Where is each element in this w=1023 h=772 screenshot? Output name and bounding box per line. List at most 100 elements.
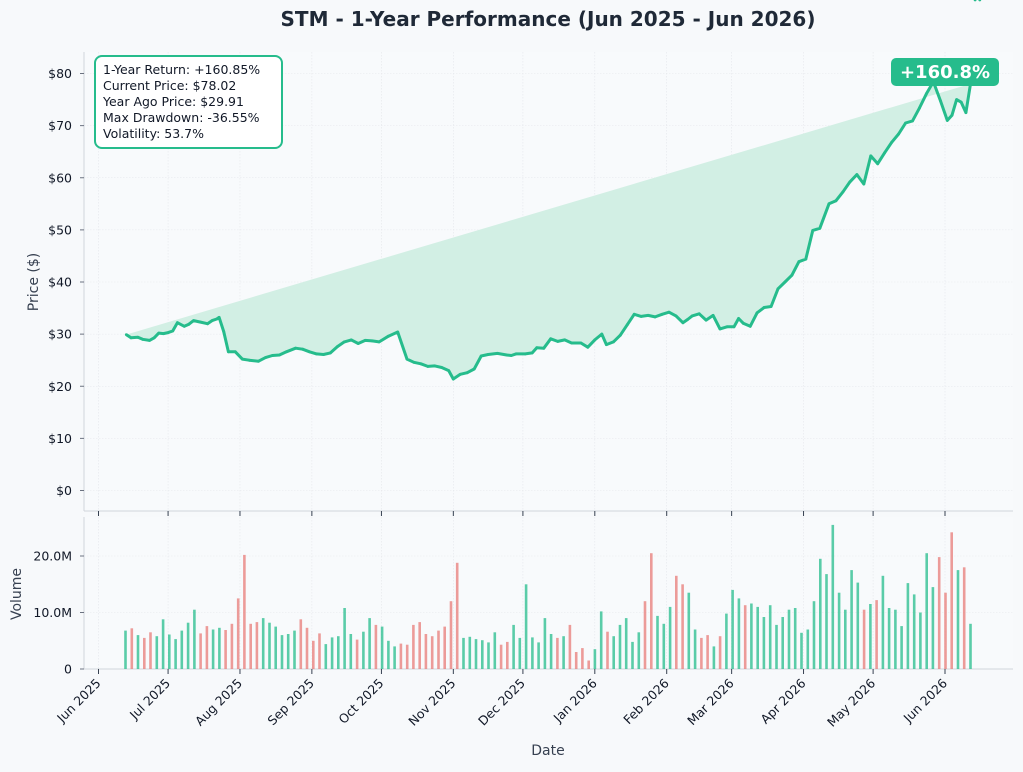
volume-bar (230, 623, 234, 669)
volume-bar (962, 567, 966, 669)
volume-bar (750, 603, 753, 669)
volume-bar (793, 608, 797, 669)
volume-bar (606, 631, 609, 669)
volume-bar (437, 630, 440, 669)
price-point (171, 329, 175, 333)
price-point (848, 180, 852, 184)
volume-bar (387, 640, 390, 670)
price-point (918, 106, 921, 110)
volume-bar (562, 636, 565, 669)
price-point (342, 340, 346, 344)
volume-bar (268, 622, 271, 669)
volume-bar (650, 553, 653, 669)
volume-bar (462, 637, 465, 669)
price-point (869, 154, 873, 158)
price-point (264, 356, 267, 359)
volume-bar (143, 637, 146, 669)
volume-bar (912, 594, 916, 669)
volume-bar (675, 575, 678, 669)
price-point (451, 377, 455, 381)
volume-bar (124, 630, 127, 669)
volume-y-tick-label: 10.0M (33, 605, 72, 620)
volume-bar (324, 644, 328, 669)
price-point (486, 353, 490, 356)
price-point (737, 317, 740, 320)
price-point (862, 182, 866, 186)
volume-bar (418, 622, 421, 669)
volume-bar (362, 631, 365, 669)
volume-bar (681, 584, 684, 670)
price-point (681, 321, 685, 325)
price-point (618, 333, 622, 337)
volume-bar (243, 554, 246, 669)
chart-title: STM - 1-Year Performance (Jun 2025 - Jun… (281, 7, 816, 31)
price-point (157, 331, 161, 335)
volume-bar (249, 623, 252, 669)
volume-y-ticks: 0 10.0M 20.0M (33, 549, 84, 677)
volume-bar (812, 601, 816, 669)
price-point (523, 352, 527, 356)
volume-bars (124, 524, 972, 670)
price-point (426, 365, 430, 368)
volume-bar (700, 637, 703, 669)
price-point (405, 357, 409, 361)
volume-bar (712, 646, 716, 669)
price-point (308, 350, 311, 354)
volume-bar (274, 626, 277, 669)
volume-bar (944, 592, 947, 669)
volume-bar (806, 629, 810, 669)
price-point (176, 321, 179, 325)
price-y-tick-label: $0 (56, 483, 72, 498)
price-point (950, 113, 954, 117)
volume-bar (299, 619, 303, 669)
volume-y-axis-label: Volume (9, 568, 25, 620)
volume-bar (881, 575, 885, 669)
volume-bar (512, 624, 515, 669)
price-point (496, 352, 499, 355)
price-point (412, 360, 416, 364)
volume-bar (368, 618, 371, 669)
volume-bar (487, 642, 490, 669)
price-point (925, 92, 928, 96)
volume-bar (236, 598, 240, 669)
volume-bar (731, 589, 734, 669)
volume-bar (819, 558, 822, 669)
return-badge: +160.8% (891, 58, 999, 86)
volume-bar (430, 636, 434, 669)
volume-bar (518, 637, 522, 669)
volume-bar (931, 587, 935, 669)
volume-bar (374, 624, 378, 669)
volume-bar (624, 618, 628, 669)
price-point (804, 257, 808, 261)
price-point (199, 320, 202, 324)
volume-bar (205, 626, 209, 669)
price-point (855, 173, 859, 177)
volume-bar (286, 634, 290, 669)
volume-bar (343, 608, 346, 669)
volume-bar (787, 609, 791, 669)
volume-bar (355, 639, 359, 669)
price-point (206, 322, 209, 326)
price-point (690, 314, 694, 318)
price-point (711, 314, 715, 317)
price-point (955, 98, 958, 101)
price-point (697, 312, 701, 316)
price-point (660, 312, 664, 316)
price-point (285, 350, 288, 354)
volume-bar (531, 637, 534, 669)
price-point (472, 367, 476, 371)
price-point (593, 338, 597, 342)
volume-bar (969, 623, 972, 669)
price-point (329, 351, 332, 355)
volume-bar (224, 630, 227, 669)
price-y-tick-label: $20 (48, 379, 72, 394)
price-point (973, 0, 977, 2)
volume-bar (556, 637, 559, 669)
volume-bar (862, 609, 866, 669)
price-point (396, 330, 400, 334)
price-point (827, 202, 831, 206)
volume-bar (180, 630, 184, 669)
volume-bar (906, 583, 910, 669)
volume-bar (768, 605, 772, 669)
